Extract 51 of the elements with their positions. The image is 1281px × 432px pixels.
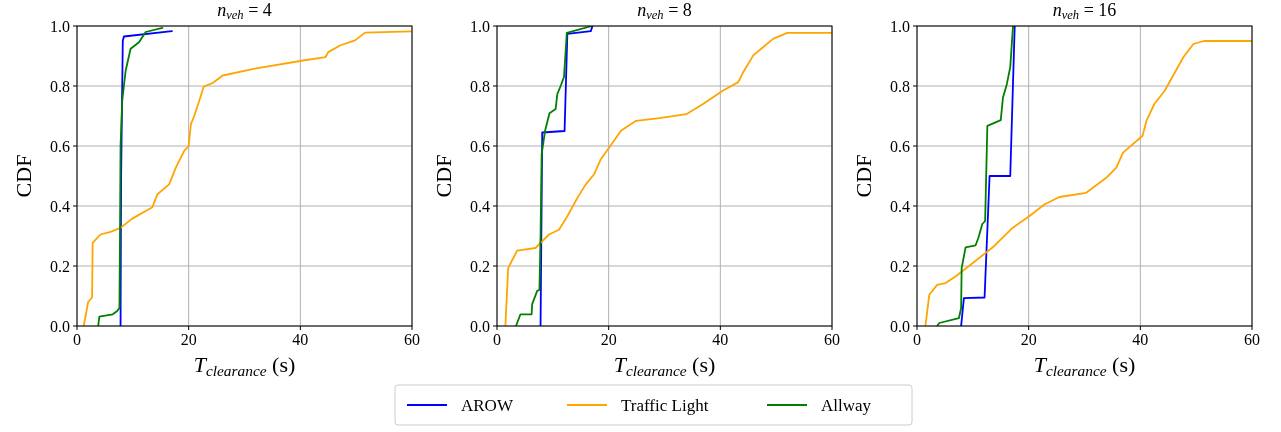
legend-label: Allway xyxy=(821,395,872,415)
y-tick-label: 0.4 xyxy=(890,197,910,215)
y-axis-title: CDF xyxy=(431,154,456,198)
line-series xyxy=(960,26,1016,326)
y-tick-label: 0.6 xyxy=(50,137,70,155)
y-tick-label: 1.0 xyxy=(470,17,490,35)
x-tick-label: 0 xyxy=(913,331,921,348)
legend-label: Traffic Light xyxy=(621,395,709,415)
x-tick-label: 20 xyxy=(180,331,197,348)
chart-title: n$_{veh}$ = 8 xyxy=(637,0,692,23)
y-tick-label: 0.0 xyxy=(470,317,490,335)
y-tick-label: 0.4 xyxy=(470,197,490,215)
line-series xyxy=(82,30,412,326)
line-series xyxy=(504,32,832,326)
x-tick-label: 20 xyxy=(1020,331,1037,348)
line-series xyxy=(539,26,594,326)
x-axis-title: T$_{clearance}$ (s) xyxy=(193,352,296,379)
line-series xyxy=(515,26,593,326)
y-tick-label: 0.0 xyxy=(890,317,910,335)
y-tick-label: 0.8 xyxy=(50,77,70,95)
y-tick-label: 0.6 xyxy=(470,137,490,155)
y-tick-label: 0.2 xyxy=(50,257,70,275)
line-series xyxy=(924,40,1252,326)
y-axis-title: CDF xyxy=(11,154,36,198)
line-series xyxy=(119,30,173,326)
x-tick-label: 20 xyxy=(600,331,617,348)
y-tick-label: 1.0 xyxy=(890,17,910,35)
y-tick-label: 0.6 xyxy=(890,137,910,155)
chart-title: n$_{veh}$ = 4 xyxy=(217,0,272,23)
y-tick-label: 1.0 xyxy=(50,17,70,35)
x-tick-label: 40 xyxy=(1132,331,1149,348)
line-series xyxy=(97,26,164,326)
x-tick-label: 0 xyxy=(493,331,501,348)
chart-title: n$_{veh}$ = 16 xyxy=(1052,0,1117,23)
x-tick-label: 40 xyxy=(292,331,309,348)
x-tick-label: 0 xyxy=(73,331,81,348)
y-tick-label: 0.8 xyxy=(890,77,910,95)
y-tick-label: 0.2 xyxy=(890,257,910,275)
x-axis-title: T$_{clearance}$ (s) xyxy=(613,352,716,379)
y-tick-label: 0.4 xyxy=(50,197,70,215)
legend-label: AROW xyxy=(461,395,514,415)
y-tick-label: 0.2 xyxy=(470,257,490,275)
y-tick-label: 0.0 xyxy=(50,317,70,335)
y-axis-title: CDF xyxy=(851,154,876,198)
x-tick-label: 40 xyxy=(712,331,729,348)
x-tick-label: 60 xyxy=(824,331,840,348)
x-axis-title: T$_{clearance}$ (s) xyxy=(1033,352,1136,379)
y-tick-label: 0.8 xyxy=(470,77,490,95)
x-tick-label: 60 xyxy=(1244,331,1260,348)
line-series xyxy=(936,26,1014,326)
x-tick-label: 60 xyxy=(404,331,420,348)
